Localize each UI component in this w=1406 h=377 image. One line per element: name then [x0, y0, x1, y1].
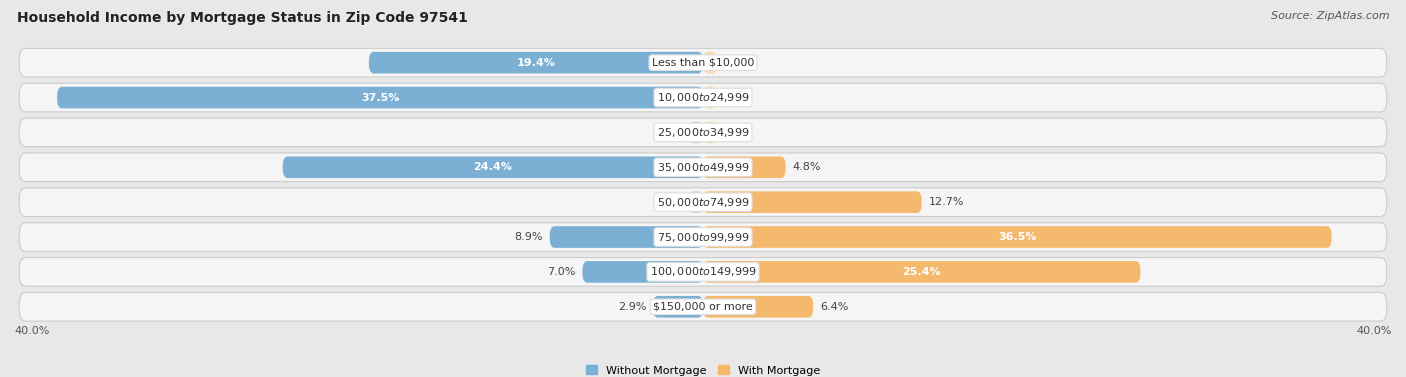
FancyBboxPatch shape	[20, 188, 1386, 216]
Text: 40.0%: 40.0%	[1357, 326, 1392, 336]
Text: $75,000 to $99,999: $75,000 to $99,999	[657, 231, 749, 244]
Text: 0.0%: 0.0%	[724, 127, 752, 138]
FancyBboxPatch shape	[20, 48, 1386, 77]
Text: $10,000 to $24,999: $10,000 to $24,999	[657, 91, 749, 104]
Text: $100,000 to $149,999: $100,000 to $149,999	[650, 265, 756, 278]
Text: 6.4%: 6.4%	[820, 302, 848, 312]
Text: 36.5%: 36.5%	[998, 232, 1036, 242]
FancyBboxPatch shape	[703, 226, 1331, 248]
FancyBboxPatch shape	[20, 118, 1386, 147]
FancyBboxPatch shape	[689, 192, 703, 213]
Text: $35,000 to $49,999: $35,000 to $49,999	[657, 161, 749, 174]
Text: 8.9%: 8.9%	[515, 232, 543, 242]
FancyBboxPatch shape	[703, 261, 1140, 283]
Text: Less than $10,000: Less than $10,000	[652, 58, 754, 68]
Text: 37.5%: 37.5%	[361, 92, 399, 103]
Text: Household Income by Mortgage Status in Zip Code 97541: Household Income by Mortgage Status in Z…	[17, 11, 468, 25]
FancyBboxPatch shape	[20, 153, 1386, 182]
FancyBboxPatch shape	[20, 83, 1386, 112]
Text: 2.9%: 2.9%	[617, 302, 647, 312]
FancyBboxPatch shape	[283, 156, 703, 178]
Text: $25,000 to $34,999: $25,000 to $34,999	[657, 126, 749, 139]
FancyBboxPatch shape	[703, 156, 786, 178]
FancyBboxPatch shape	[20, 223, 1386, 251]
FancyBboxPatch shape	[703, 296, 813, 317]
Text: 7.0%: 7.0%	[547, 267, 575, 277]
Text: $50,000 to $74,999: $50,000 to $74,999	[657, 196, 749, 208]
FancyBboxPatch shape	[20, 257, 1386, 286]
Text: 0.0%: 0.0%	[724, 92, 752, 103]
FancyBboxPatch shape	[550, 226, 703, 248]
FancyBboxPatch shape	[703, 87, 717, 108]
FancyBboxPatch shape	[689, 122, 703, 143]
Text: Source: ZipAtlas.com: Source: ZipAtlas.com	[1271, 11, 1389, 21]
Text: 12.7%: 12.7%	[928, 197, 965, 207]
FancyBboxPatch shape	[703, 122, 717, 143]
Text: 4.8%: 4.8%	[793, 162, 821, 172]
Legend: Without Mortgage, With Mortgage: Without Mortgage, With Mortgage	[582, 361, 824, 377]
Text: 25.4%: 25.4%	[903, 267, 941, 277]
FancyBboxPatch shape	[368, 52, 703, 74]
FancyBboxPatch shape	[703, 192, 922, 213]
Text: 0.0%: 0.0%	[654, 197, 682, 207]
FancyBboxPatch shape	[652, 296, 703, 317]
FancyBboxPatch shape	[58, 87, 703, 108]
FancyBboxPatch shape	[582, 261, 703, 283]
FancyBboxPatch shape	[20, 293, 1386, 321]
Text: 0.0%: 0.0%	[654, 127, 682, 138]
Text: 19.4%: 19.4%	[516, 58, 555, 68]
Text: $150,000 or more: $150,000 or more	[654, 302, 752, 312]
FancyBboxPatch shape	[703, 52, 717, 74]
Text: 24.4%: 24.4%	[474, 162, 512, 172]
Text: 0.0%: 0.0%	[724, 58, 752, 68]
Text: 40.0%: 40.0%	[14, 326, 49, 336]
